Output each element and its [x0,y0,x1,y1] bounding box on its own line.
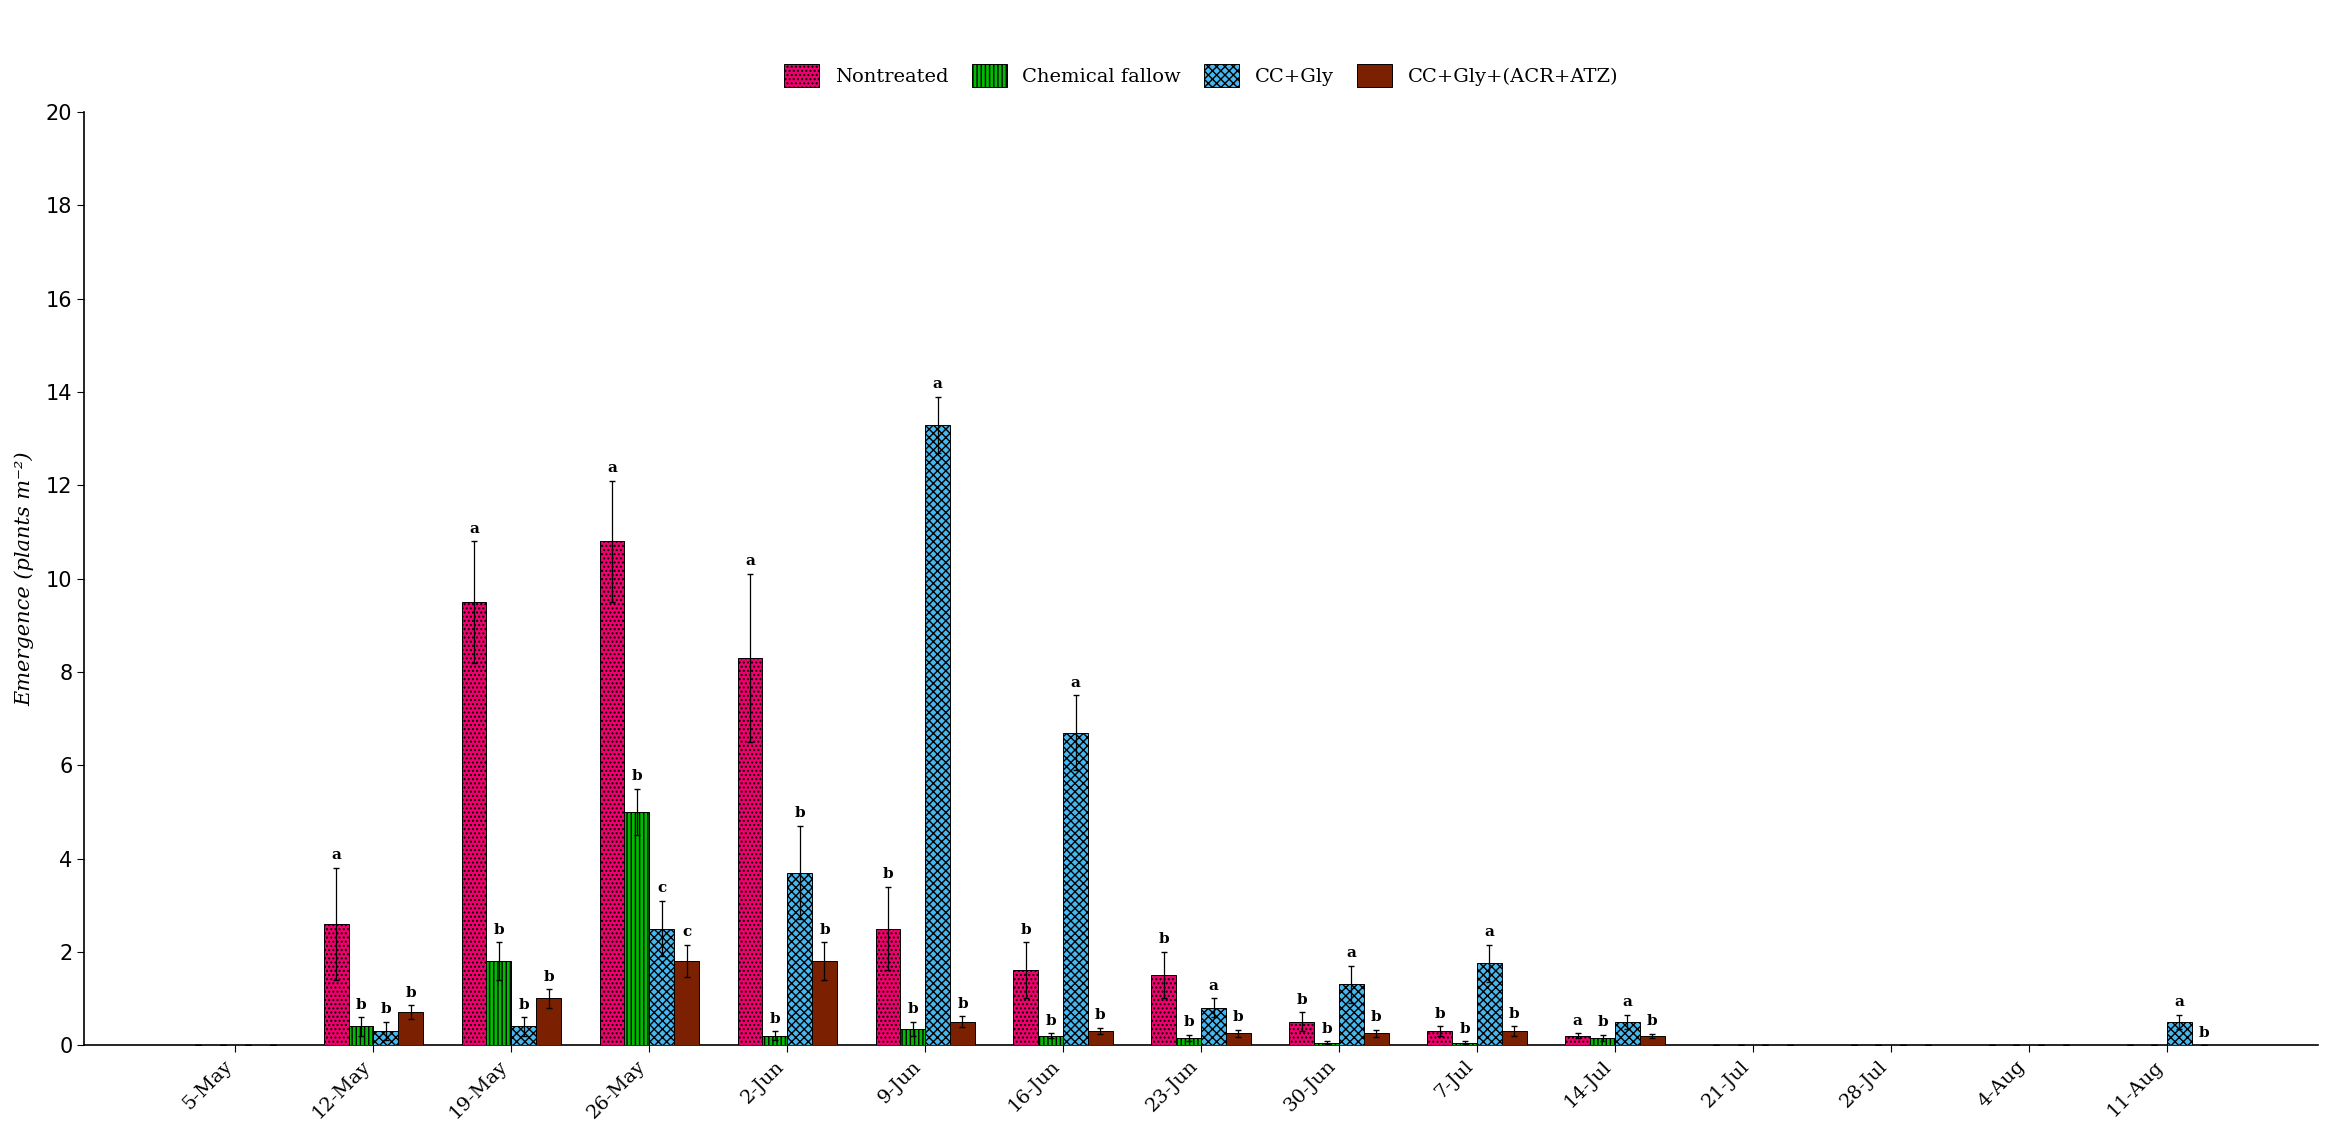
Bar [1365,1034,1388,1045]
Text: b: b [1234,1010,1243,1024]
Bar [373,1031,399,1045]
Text: b: b [1435,1007,1444,1021]
Text: a: a [1621,995,1633,1010]
Bar [1013,971,1038,1045]
Bar [600,541,625,1045]
Y-axis label: Emergence (plants m⁻²): Emergence (plants m⁻²) [14,451,35,706]
Bar [1153,976,1176,1045]
Bar [1451,1043,1477,1045]
Bar [926,424,950,1045]
Text: b: b [1320,1022,1332,1036]
Bar [1201,1007,1225,1045]
Bar [1290,1022,1313,1045]
Bar [786,872,812,1045]
Text: a: a [1572,1014,1582,1028]
Bar [763,1036,786,1045]
Text: a: a [331,848,341,862]
Bar [674,961,700,1045]
Text: a: a [2174,995,2184,1010]
Bar [1477,963,1502,1045]
Text: b: b [632,769,642,783]
Text: b: b [495,923,504,937]
Text: b: b [1509,1007,1519,1021]
Text: b: b [406,986,415,999]
Legend: Nontreated, Chemical fallow, CC+Gly, CC+Gly+(ACR+ATZ): Nontreated, Chemical fallow, CC+Gly, CC+… [777,57,1626,94]
Text: b: b [355,997,366,1012]
Bar [537,998,560,1045]
Text: b: b [1458,1022,1470,1036]
Text: b: b [1094,1009,1106,1022]
Text: b: b [1045,1014,1057,1028]
Text: a: a [744,555,756,568]
Text: b: b [1372,1010,1381,1024]
Text: b: b [882,866,894,881]
Bar [1225,1034,1250,1045]
Text: b: b [1598,1015,1607,1029]
Text: b: b [1647,1014,1656,1028]
Bar [1640,1036,1666,1045]
Text: a: a [1484,926,1495,939]
Text: b: b [770,1012,779,1026]
Text: b: b [380,1002,392,1016]
Bar [812,961,838,1045]
Bar [1176,1038,1201,1045]
Text: a: a [1071,675,1080,690]
Text: c: c [681,926,691,939]
Text: b: b [793,806,805,820]
Text: b: b [908,1002,919,1016]
Bar [1313,1043,1339,1045]
Text: b: b [1297,993,1306,1007]
Bar [1339,985,1365,1045]
Text: b: b [544,970,553,984]
Bar [324,924,348,1045]
Bar [1064,732,1087,1045]
Bar [875,929,901,1045]
Bar [1038,1036,1064,1045]
Bar [1428,1031,1451,1045]
Text: a: a [469,522,478,536]
Text: a: a [1346,946,1355,961]
Text: b: b [518,997,530,1012]
Bar [462,601,488,1045]
Text: a: a [1208,979,1218,993]
Bar [901,1029,926,1045]
Text: b: b [957,997,968,1011]
Bar [1502,1031,1526,1045]
Text: b: b [2198,1026,2209,1039]
Bar [649,929,674,1045]
Text: b: b [1020,923,1031,937]
Bar [511,1027,537,1045]
Bar [737,658,763,1045]
Text: c: c [658,881,667,895]
Bar [2167,1022,2191,1045]
Bar [1591,1038,1614,1045]
Bar [1614,1022,1640,1045]
Text: b: b [1160,932,1169,946]
Text: a: a [607,460,616,475]
Text: a: a [933,377,943,391]
Bar [1087,1031,1113,1045]
Bar [488,961,511,1045]
Bar [625,812,649,1045]
Text: b: b [1183,1015,1194,1029]
Bar [1565,1036,1591,1045]
Bar [950,1022,975,1045]
Text: b: b [819,923,831,937]
Bar [399,1012,422,1045]
Bar [348,1027,373,1045]
